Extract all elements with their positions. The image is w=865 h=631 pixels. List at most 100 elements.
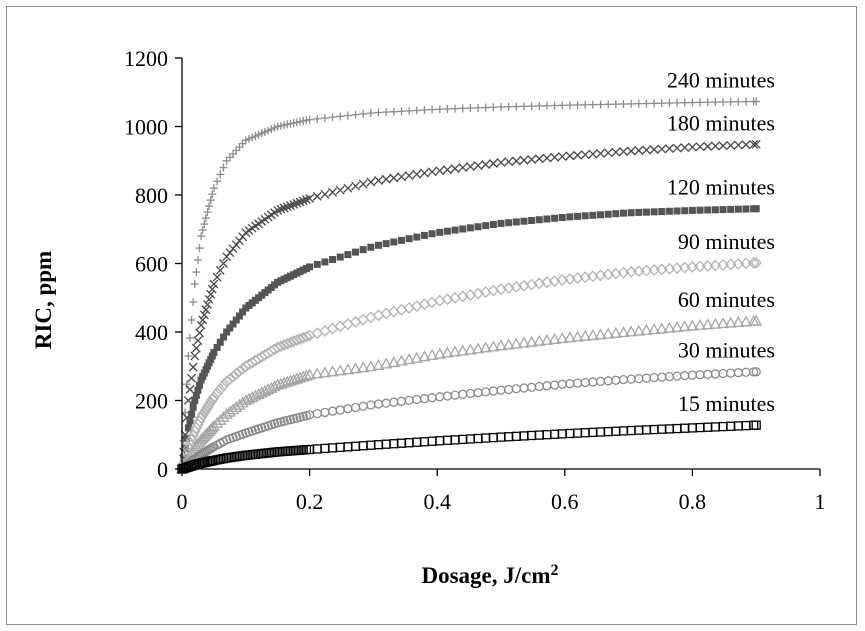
data-point [284,336,297,349]
data-point [704,206,712,214]
marker-shape [223,373,236,386]
chart-axes [175,57,821,476]
data-point [328,113,337,122]
data-point [496,158,506,167]
data-point [458,163,468,173]
data-point [557,152,567,162]
marker-shape [504,432,514,442]
marker-stroke [187,373,197,383]
marker-shape [326,365,339,377]
data-point [634,99,643,108]
marker-shape [271,341,284,354]
marker-stroke [458,163,468,173]
data-point [381,174,391,184]
data-point [494,339,508,351]
marker-shape [520,217,528,225]
data-point [442,165,452,175]
data-point [488,386,498,396]
marker-shape [358,441,368,451]
data-point [540,333,554,345]
data-point [373,399,384,409]
x-tick-label: 0 [177,489,188,514]
marker-shape [284,336,297,349]
data-point [609,326,622,338]
data-point [474,223,482,231]
marker-shape [488,432,498,443]
data-point [534,154,544,164]
data-point [473,161,483,171]
marker-stroke [397,172,406,182]
marker-stroke [320,189,330,199]
marker-shape [375,241,383,249]
data-point [511,384,521,394]
marker-shape [586,329,599,341]
marker-shape [549,380,560,390]
marker-stroke [351,181,360,191]
series-label: 90 minutes [678,229,775,254]
marker-shape [540,333,554,345]
data-point [565,379,575,389]
data-point [412,437,422,447]
marker-shape [427,393,437,403]
marker-shape [294,333,306,345]
data-point [718,421,728,432]
data-point [734,97,743,106]
data-point [741,140,751,150]
data-point [670,320,684,332]
marker-shape [227,370,239,383]
marker-shape [456,344,469,356]
marker-shape [481,387,491,397]
marker-stroke [511,156,521,166]
data-point [380,357,393,369]
marker-shape [357,361,370,373]
marker-shape [433,347,446,359]
data-point [711,206,719,214]
data-point [512,102,521,111]
data-point [619,100,628,109]
marker-shape [710,369,721,379]
data-point [273,205,283,215]
marker-shape [442,435,453,445]
marker-shape [443,227,451,235]
marker-shape [372,358,385,370]
data-point [396,396,407,406]
marker-shape [625,325,638,337]
data-point [343,442,353,452]
marker-stroke [183,396,193,405]
marker-shape [186,417,194,425]
data-point [359,246,367,254]
data-point [297,331,310,344]
data-point [617,326,630,338]
marker-shape [609,326,622,338]
data-point [436,228,444,236]
marker-shape [627,209,635,217]
marker-stroke [534,154,544,164]
data-point [581,100,590,109]
marker-stroke [209,279,219,289]
marker-shape [418,350,431,362]
marker-shape [211,387,224,400]
data-point [510,337,523,349]
marker-stroke [680,143,690,153]
data-point [512,218,520,226]
data-point [686,319,699,331]
data-point [335,405,345,415]
data-point [588,100,597,109]
marker-shape [634,373,644,384]
data-point [203,300,212,310]
marker-stroke [496,158,506,167]
data-point [752,205,760,213]
data-point [549,429,560,439]
marker-shape [595,376,606,387]
data-point [343,111,352,120]
data-point [693,318,707,330]
data-point [626,425,636,436]
data-point [603,148,613,158]
chart-labels: 0 200 400 600 800 1000 1200 0 0.2 0.4 0.6 0.8 1 240 m… [124,46,826,514]
data-point [381,439,391,449]
marker-stroke [435,166,445,176]
data-point [519,431,529,441]
marker-stroke [276,204,286,214]
data-point [389,439,399,449]
